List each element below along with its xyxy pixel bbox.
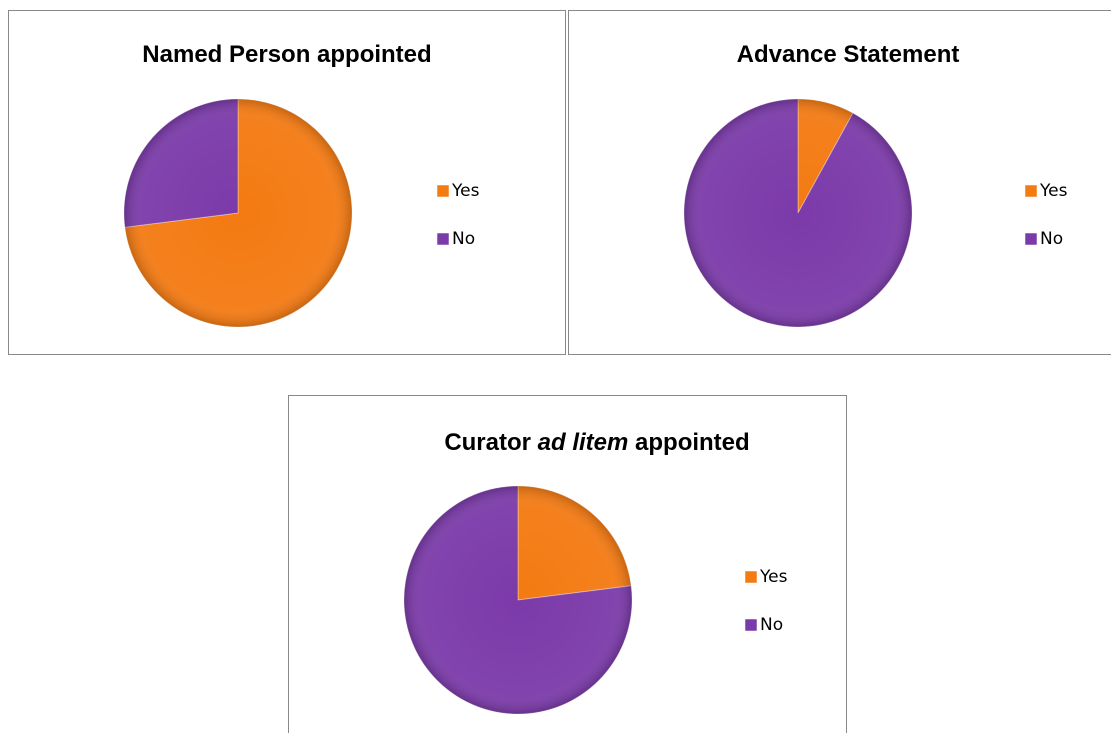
legend-label: Yes [759, 567, 788, 587]
chart-title: Curator ad litem appointed [444, 429, 749, 456]
legend-swatch [1024, 184, 1038, 198]
title-part: ad litem [538, 429, 629, 456]
chart-title: Advance Statement [737, 41, 960, 68]
legend-swatch [744, 570, 758, 584]
legend-label: Yes [1039, 181, 1068, 201]
legend-label: No [760, 615, 783, 635]
legend-swatch [436, 232, 450, 246]
legend-label: Yes [451, 181, 480, 201]
title-part: Curator [444, 429, 537, 456]
legend-label: No [1040, 229, 1063, 249]
legend-swatch [1024, 232, 1038, 246]
legend-label: No [452, 229, 475, 249]
pie-slice [683, 98, 913, 328]
title-part: appointed [628, 429, 749, 456]
legend-swatch [436, 184, 450, 198]
chart-title: Named Person appointed [142, 41, 431, 68]
legend-swatch [744, 618, 758, 632]
